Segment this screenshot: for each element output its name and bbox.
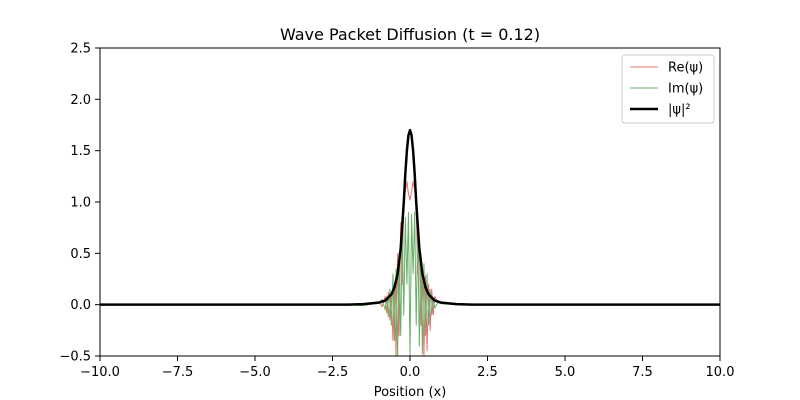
y-tick-label: −0.5 bbox=[59, 350, 91, 365]
series-line-1 bbox=[100, 211, 720, 356]
x-tick-label: 5.0 bbox=[555, 365, 576, 380]
legend-box bbox=[621, 54, 715, 124]
x-tick-label: 2.5 bbox=[477, 365, 498, 380]
series-layer bbox=[100, 128, 720, 356]
y-axis-ticks: −0.5 0.0 0.5 1.0 1.5 2.0 2.5 bbox=[59, 42, 100, 365]
y-tick-label: 1.0 bbox=[70, 196, 91, 211]
legend-label: Re(ψ) bbox=[668, 61, 703, 76]
x-tick-label: −5.0 bbox=[239, 365, 271, 380]
x-tick-label: 7.5 bbox=[632, 365, 653, 380]
chart-title: Wave Packet Diffusion (t = 0.12) bbox=[280, 25, 540, 44]
y-tick-label: 0.5 bbox=[70, 247, 91, 262]
legend-label: Im(ψ) bbox=[668, 82, 703, 97]
x-tick-label: 0.0 bbox=[400, 365, 421, 380]
y-tick-label: 0.0 bbox=[70, 298, 91, 313]
y-tick-label: 2.0 bbox=[70, 93, 91, 108]
legend: Re(ψ) Im(ψ) |ψ|² bbox=[621, 54, 715, 124]
y-tick-label: 2.5 bbox=[70, 42, 91, 57]
x-axis-ticks: −10.0 −7.5 −5.0 −2.5 0.0 2.5 5.0 7.5 10.0 bbox=[80, 356, 734, 380]
x-tick-label: −7.5 bbox=[162, 365, 194, 380]
x-tick-label: −2.5 bbox=[317, 365, 349, 380]
series-line-0 bbox=[100, 180, 720, 356]
x-tick-label: 10.0 bbox=[706, 365, 735, 380]
series-line-2 bbox=[100, 128, 720, 306]
x-axis-label: Position (x) bbox=[374, 385, 447, 400]
y-tick-label: 1.5 bbox=[70, 144, 91, 159]
legend-label: |ψ|² bbox=[668, 103, 691, 118]
x-tick-label: −10.0 bbox=[80, 365, 120, 380]
